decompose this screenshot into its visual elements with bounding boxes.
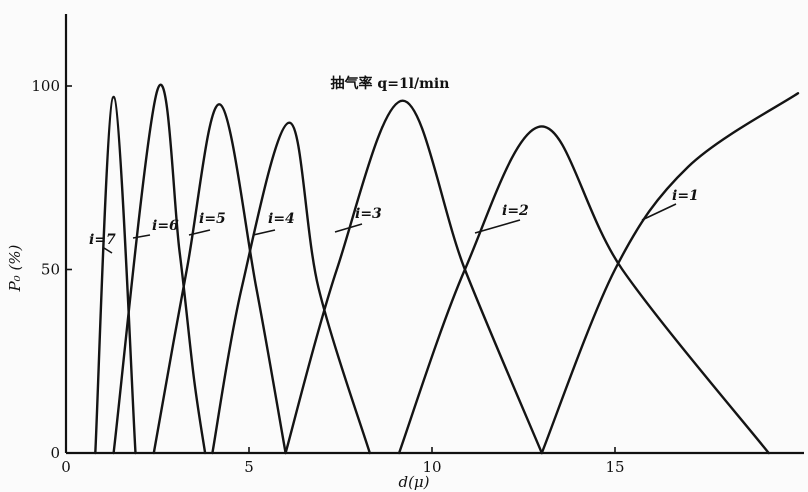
leader-line — [252, 229, 276, 236]
curve-label-i-1: i=1 — [672, 188, 699, 204]
curve-label-i-7: i=7 — [89, 232, 116, 248]
curve-i-5 — [152, 103, 287, 455]
curve-label-i-6: i=6 — [152, 218, 179, 234]
curve-label-i-2: i=2 — [502, 203, 529, 219]
curve-i-7 — [94, 95, 137, 455]
x-tick-label: 0 — [61, 458, 71, 476]
leader-line — [103, 247, 113, 254]
curve-i-3 — [284, 99, 543, 455]
leader-line — [334, 223, 363, 233]
leader-line — [474, 219, 521, 234]
curve-label-i-5: i=5 — [199, 211, 226, 227]
curve-i-6 — [112, 83, 207, 455]
leader-line — [132, 234, 151, 239]
chart-title: 抽气率 q=1l/min — [331, 75, 450, 92]
curve-i-1 — [540, 92, 800, 455]
curve-label-i-3: i=3 — [355, 206, 382, 222]
curves — [94, 83, 800, 455]
curve-labels: i=7 i=6 i=5 i=4 i=3 i=2 i=1 — [89, 188, 699, 254]
y-tick-label: 0 — [50, 444, 60, 462]
x-tick-label: 15 — [605, 458, 624, 476]
y-tick-label: 50 — [41, 261, 60, 279]
curve-i-2 — [397, 125, 770, 455]
y-axis-title: P₀ (%) — [6, 244, 24, 292]
curve-i-4 — [211, 121, 371, 455]
leader-line — [641, 203, 677, 221]
x-tick-label: 10 — [422, 458, 441, 476]
axes — [64, 14, 804, 455]
curve-label-i-4: i=4 — [268, 211, 295, 227]
y-tick-label: 100 — [31, 77, 60, 95]
leader-line — [188, 229, 211, 236]
x-tick-label: 5 — [244, 458, 254, 476]
x-axis-title: d(μ) — [398, 473, 429, 491]
axis-ticks: 0 5 10 15 0 50 100 — [31, 77, 624, 476]
